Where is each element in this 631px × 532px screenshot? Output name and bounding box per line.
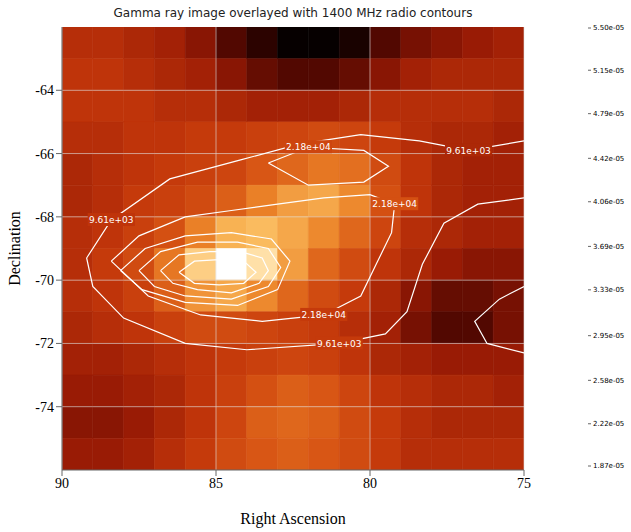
svg-text:2.22e-05: 2.22e-05 [593, 420, 624, 428]
svg-text:75: 75 [517, 476, 531, 491]
html-text:Gamma ray image overlayed with: Gamma ray image overlayed with 1400 MHz … [113, 6, 473, 20]
svg-text:4.06e-05: 4.06e-05 [593, 198, 624, 206]
svg-text:Right Ascension: Right Ascension [240, 510, 345, 528]
svg-text:9.61e+03: 9.61e+03 [89, 215, 134, 225]
svg-text:4.79e-05: 4.79e-05 [593, 110, 624, 118]
svg-text:-70: -70 [35, 273, 54, 288]
svg-text:-64: -64 [35, 83, 54, 98]
svg-text:-72: -72 [35, 336, 54, 351]
svg-text:2.58e-05: 2.58e-05 [593, 377, 624, 385]
svg-text:Declination: Declination [6, 211, 23, 286]
svg-text:-68: -68 [35, 210, 54, 225]
svg-text:2.18e+04: 2.18e+04 [286, 142, 331, 152]
svg-text:9.61e+03: 9.61e+03 [446, 146, 491, 156]
svg-text:2.18e+04: 2.18e+04 [302, 310, 347, 320]
svg-text:85: 85 [209, 476, 223, 491]
svg-text:2.18e+04: 2.18e+04 [372, 199, 417, 209]
svg-text:-66: -66 [35, 147, 54, 162]
svg-text:90: 90 [55, 476, 69, 491]
svg-text:-74: -74 [35, 400, 54, 415]
svg-text:2.95e-05: 2.95e-05 [593, 332, 624, 340]
svg-text:9.61e+03: 9.61e+03 [317, 339, 362, 349]
svg-text:80: 80 [363, 476, 377, 491]
svg-text:4.42e-05: 4.42e-05 [593, 155, 624, 163]
svg-text:3.33e-05: 3.33e-05 [593, 286, 624, 294]
svg-text:5.50e-05: 5.50e-05 [593, 24, 624, 32]
svg-text:5.15e-05: 5.15e-05 [593, 67, 624, 75]
svg-text:3.69e-05: 3.69e-05 [593, 243, 624, 251]
svg-text:1.87e-05: 1.87e-05 [593, 462, 624, 470]
